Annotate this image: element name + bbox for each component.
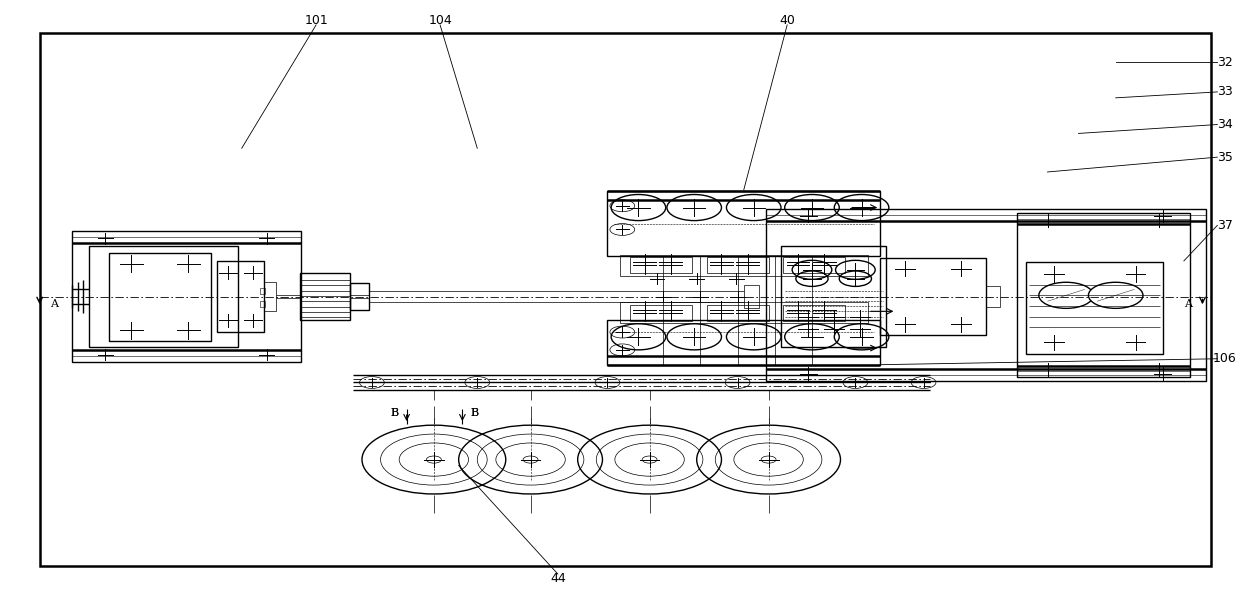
Text: 101: 101 [304,14,329,27]
Text: 35: 35 [1216,151,1233,164]
Text: 34: 34 [1216,118,1233,131]
Circle shape [761,456,776,463]
Bar [608,191,880,256]
Bar [784,257,846,273]
Text: 106: 106 [1213,352,1236,365]
Bar [264,282,277,311]
Text: 40: 40 [779,14,795,27]
Circle shape [1089,282,1143,308]
Bar [707,257,769,273]
Bar [1017,213,1190,377]
Circle shape [427,456,441,463]
Text: B: B [471,409,479,418]
Bar [781,246,887,347]
Circle shape [523,456,538,463]
Bar [350,283,370,310]
Bar [260,288,265,294]
Bar [260,301,265,307]
Circle shape [642,456,657,463]
Bar [217,261,264,332]
Text: 32: 32 [1216,56,1233,69]
Circle shape [1039,282,1094,308]
Bar [72,231,301,362]
Bar [784,305,846,321]
Text: A: A [1184,299,1193,308]
Bar [1027,262,1163,354]
Text: 104: 104 [428,14,451,27]
Bar [630,257,692,273]
Bar [300,273,350,320]
Text: 44: 44 [551,572,565,585]
Text: 33: 33 [1216,85,1233,98]
Bar [630,305,692,321]
Text: 37: 37 [1216,219,1233,232]
Bar [109,253,211,341]
Text: B: B [471,409,479,418]
Bar [620,302,868,323]
Bar [880,258,986,335]
Bar [707,305,769,321]
Text: A: A [50,299,57,308]
Bar [744,285,759,308]
Bar [766,209,1207,381]
Bar [620,255,868,276]
Bar [89,246,238,347]
Text: B: B [391,409,398,418]
Text: B: B [391,409,398,418]
Bar [986,286,1001,307]
Bar [608,320,880,365]
